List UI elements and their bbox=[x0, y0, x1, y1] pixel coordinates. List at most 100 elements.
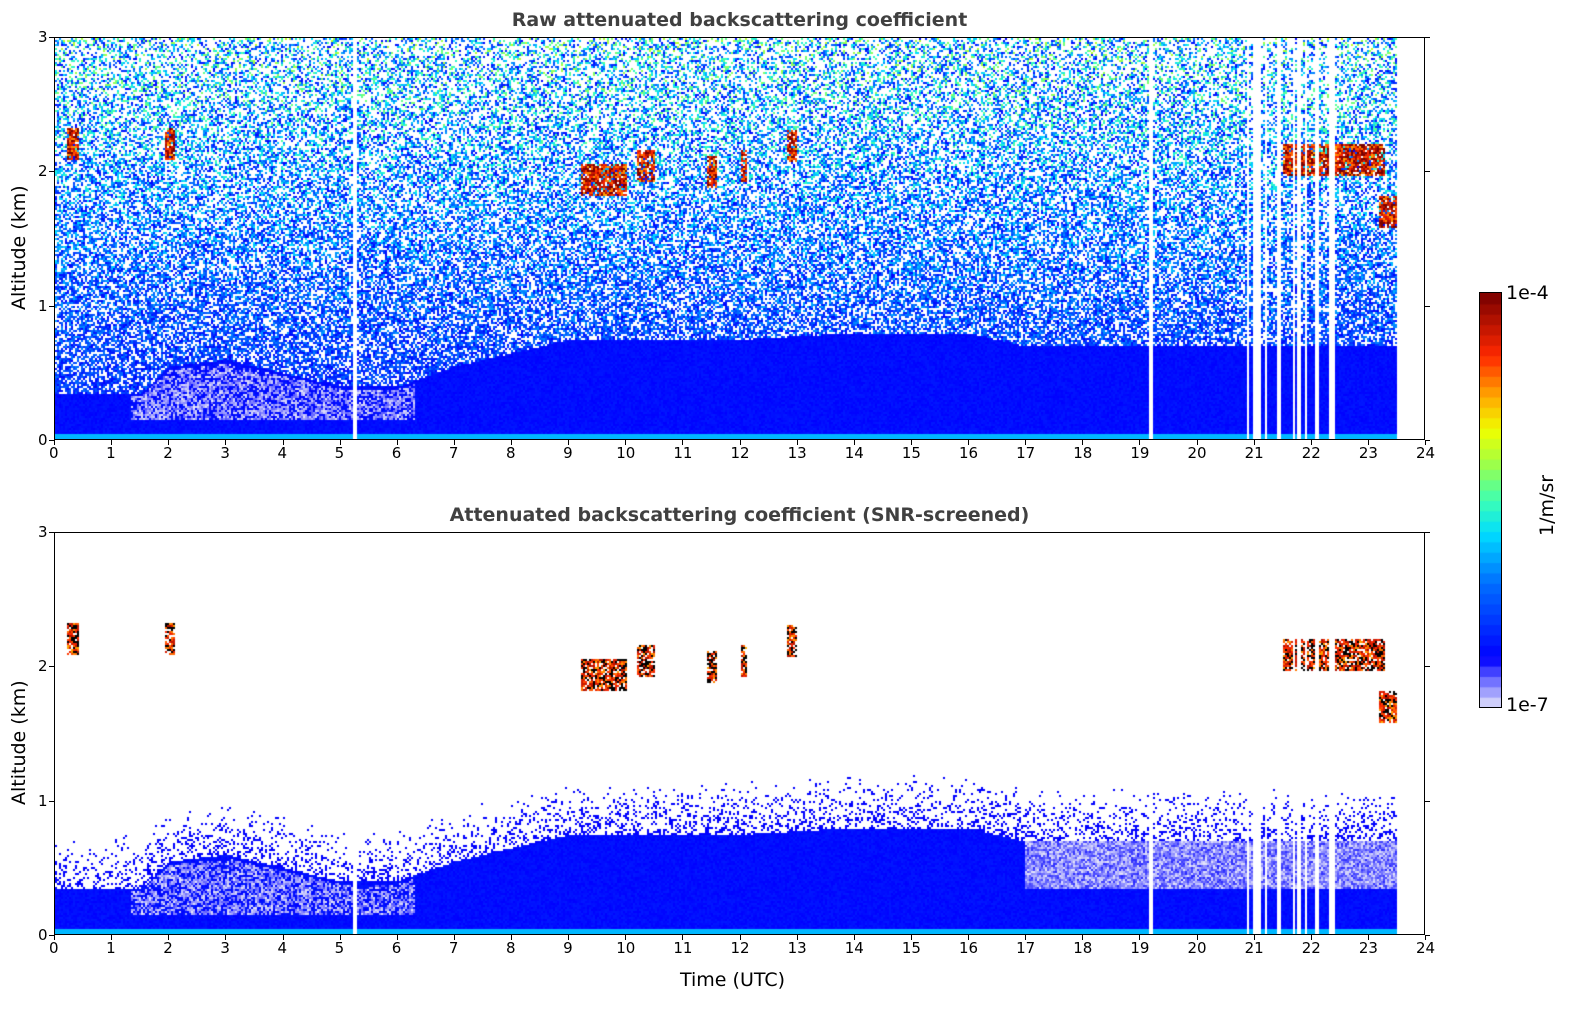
x-tick-label: 12 bbox=[730, 939, 750, 957]
x-tick-mark bbox=[1367, 935, 1369, 940]
x-tick-mark bbox=[568, 935, 570, 940]
x-tick-label: 10 bbox=[616, 444, 636, 462]
x-tick-label: 16 bbox=[959, 444, 979, 462]
x-tick-label: 8 bbox=[506, 939, 516, 957]
y-tick-label: 0 bbox=[38, 431, 48, 449]
x-tick-mark bbox=[225, 440, 227, 445]
y-tick-label: 0 bbox=[38, 926, 48, 944]
y-tick-mark bbox=[1425, 37, 1430, 38]
x-tick-mark bbox=[111, 935, 113, 940]
x-tick-label: 21 bbox=[1244, 444, 1264, 462]
x-tick-mark bbox=[453, 440, 455, 445]
colorbar-max-label: 1e-4 bbox=[1506, 282, 1549, 304]
x-tick-mark bbox=[796, 440, 798, 445]
x-tick-mark bbox=[910, 935, 912, 940]
colorbar-min-label: 1e-7 bbox=[1506, 694, 1549, 716]
x-tick-label: 7 bbox=[448, 444, 459, 462]
x-tick-mark bbox=[1310, 440, 1312, 445]
y-tick-label: 3 bbox=[38, 28, 48, 46]
bottom-plot-title: Attenuated backscattering coefficient (S… bbox=[449, 504, 1030, 526]
x-tick-label: 0 bbox=[49, 444, 59, 462]
x-tick-mark bbox=[54, 935, 55, 940]
y-tick-mark bbox=[49, 666, 54, 668]
x-tick-label: 3 bbox=[220, 939, 230, 957]
x-tick-label: 5 bbox=[334, 444, 345, 462]
top-plot-title: Raw attenuated backscattering coefficien… bbox=[511, 9, 968, 31]
y-tick-mark bbox=[1425, 800, 1430, 802]
bottom-plot-area bbox=[54, 532, 1425, 935]
x-tick-mark bbox=[339, 935, 341, 940]
x-tick-label: 9 bbox=[563, 939, 573, 957]
x-tick-mark bbox=[910, 440, 912, 445]
x-tick-mark bbox=[853, 440, 855, 445]
x-tick-mark bbox=[968, 440, 969, 445]
x-tick-mark bbox=[282, 935, 284, 940]
y-tick-mark bbox=[49, 440, 54, 441]
y-tick-label: 1 bbox=[38, 296, 48, 315]
x-tick-label: 15 bbox=[901, 939, 921, 957]
y-tick-mark bbox=[49, 37, 54, 38]
x-tick-mark bbox=[282, 440, 284, 445]
x-tick-mark bbox=[1196, 440, 1198, 445]
raw-backscatter-heatmap bbox=[55, 38, 1424, 439]
x-tick-label: 19 bbox=[1130, 444, 1150, 462]
x-tick-label: 15 bbox=[901, 444, 921, 462]
x-axis-label: Time (UTC) bbox=[680, 969, 786, 991]
y-tick-mark bbox=[49, 532, 54, 533]
x-tick-mark bbox=[625, 935, 627, 940]
x-tick-mark bbox=[168, 440, 170, 445]
x-tick-label: 16 bbox=[959, 939, 979, 957]
x-tick-label: 6 bbox=[391, 444, 402, 462]
x-tick-label: 5 bbox=[334, 939, 345, 957]
x-tick-label: 23 bbox=[1358, 444, 1378, 462]
x-tick-label: 21 bbox=[1244, 939, 1264, 957]
x-tick-label: 19 bbox=[1130, 939, 1150, 957]
x-tick-mark bbox=[625, 440, 627, 445]
x-tick-label: 1 bbox=[106, 939, 116, 957]
x-tick-mark bbox=[682, 440, 684, 445]
x-tick-mark bbox=[1425, 440, 1426, 445]
x-tick-label: 11 bbox=[673, 444, 693, 462]
x-tick-mark bbox=[853, 935, 855, 940]
colorbar-unit-label: 1/m/sr bbox=[1536, 474, 1558, 536]
x-tick-mark bbox=[1082, 440, 1084, 445]
y-tick-label: 1 bbox=[38, 791, 48, 810]
x-tick-label: 4 bbox=[277, 939, 288, 957]
x-tick-mark bbox=[682, 935, 684, 940]
x-tick-mark bbox=[1139, 440, 1141, 445]
y-tick-mark bbox=[1425, 440, 1430, 441]
x-tick-label: 1 bbox=[106, 444, 116, 462]
x-tick-label: 22 bbox=[1301, 939, 1321, 957]
x-tick-label: 0 bbox=[49, 939, 59, 957]
x-tick-label: 20 bbox=[1187, 444, 1207, 462]
bottom-y-axis-label: Altitude (km) bbox=[8, 680, 30, 805]
x-tick-mark bbox=[1253, 935, 1255, 940]
x-tick-mark bbox=[1082, 935, 1084, 940]
x-tick-label: 7 bbox=[448, 939, 459, 957]
x-tick-label: 2 bbox=[163, 939, 173, 957]
x-tick-label: 4 bbox=[277, 444, 288, 462]
y-tick-mark bbox=[1425, 532, 1430, 533]
x-tick-label: 11 bbox=[673, 939, 693, 957]
x-tick-label: 6 bbox=[391, 939, 402, 957]
x-tick-label: 8 bbox=[506, 444, 516, 462]
y-tick-mark bbox=[1425, 305, 1430, 307]
x-tick-label: 18 bbox=[1073, 939, 1093, 957]
x-tick-mark bbox=[1196, 935, 1198, 940]
x-tick-mark bbox=[511, 935, 512, 940]
x-tick-mark bbox=[339, 440, 341, 445]
y-tick-mark bbox=[49, 171, 54, 173]
y-tick-mark bbox=[1425, 171, 1430, 173]
y-tick-mark bbox=[1425, 666, 1430, 668]
x-tick-label: 13 bbox=[787, 444, 807, 462]
x-tick-mark bbox=[968, 935, 969, 940]
x-tick-mark bbox=[54, 440, 55, 445]
x-tick-mark bbox=[568, 440, 570, 445]
screened-backscatter-heatmap bbox=[55, 533, 1424, 934]
x-tick-mark bbox=[1253, 440, 1255, 445]
x-tick-label: 13 bbox=[787, 939, 807, 957]
x-tick-label: 12 bbox=[730, 444, 750, 462]
x-tick-mark bbox=[111, 440, 113, 445]
y-tick-label: 3 bbox=[38, 523, 48, 541]
x-tick-mark bbox=[1025, 440, 1027, 445]
